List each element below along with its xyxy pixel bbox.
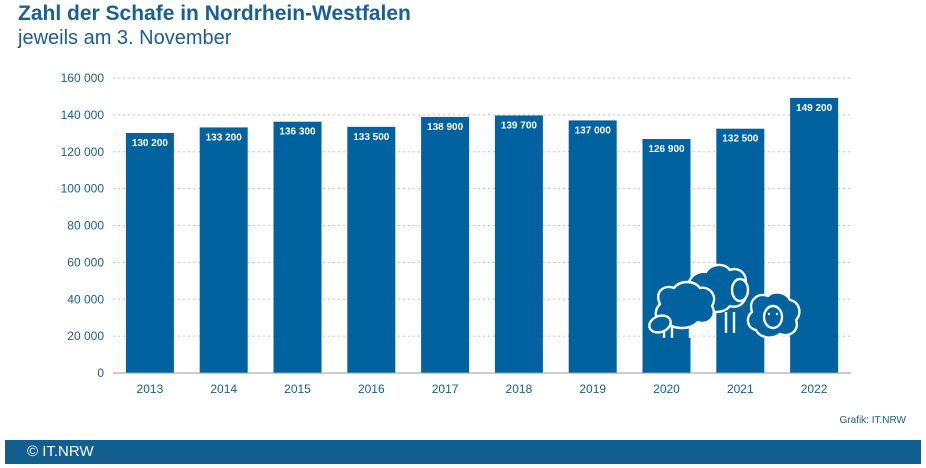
footer-bar: © IT.NRW [5,440,921,464]
bar [494,115,543,373]
x-tick-label: 2014 [210,382,237,396]
y-tick-label: 20 000 [67,329,104,343]
chart-credit: Grafik: IT.NRW [839,415,906,426]
sheep-illustration [648,263,801,349]
bar-value-labels: 130 200 133 200 136 300 133 500 138 900 139 7… [132,103,833,155]
bar-value-label: 138 900 [427,122,464,133]
bar-value-label: 133 200 [206,132,243,143]
sheep-icon [648,280,716,338]
bar-value-label: 149 200 [796,103,833,114]
bar [347,126,396,373]
x-tick-label: 2016 [358,382,385,396]
y-tick-label: 0 [97,366,104,380]
x-tick-label: 2022 [801,382,828,396]
x-tick-label: 2013 [137,382,164,396]
y-tick-label: 80 000 [67,219,104,233]
x-tick-label: 2021 [727,382,754,396]
bar [199,127,248,373]
y-tick-label: 160 000 [61,71,105,85]
bar-value-label: 137 000 [575,125,612,136]
y-axis-ticks: 0 20 000 40 000 60 000 80 000 100 000 120 000 1… [61,71,105,380]
bar [125,132,174,373]
x-tick-label: 2020 [653,382,680,396]
bar-value-label: 132 500 [722,134,759,145]
bar-value-label: 133 500 [353,132,390,143]
y-tick-label: 120 000 [61,145,105,159]
bar-chart: 0 20 000 40 000 60 000 80 000 100 000 120 000 1… [61,71,851,396]
footer-copyright: © IT.NRW [27,443,94,460]
bar-value-label: 139 700 [501,120,538,131]
x-tick-label: 2018 [506,382,533,396]
bar [273,121,322,374]
bar [790,97,839,373]
bar [642,139,691,373]
y-tick-label: 140 000 [61,108,105,122]
bar-value-label: 136 300 [279,127,316,138]
bar [568,120,617,373]
bar [716,128,765,373]
bars [125,97,839,374]
x-tick-label: 2015 [284,382,311,396]
y-tick-label: 60 000 [67,255,104,269]
x-tick-label: 2017 [432,382,459,396]
y-tick-label: 100 000 [61,182,105,196]
bar [421,116,470,373]
page-title: Zahl der Schafe in Nordrhein-Westfalen [18,2,411,25]
bar-value-label: 130 200 [132,138,169,149]
x-axis-ticks: 2013 2014 2015 2016 2017 2018 2019 2020 2021 2022 [137,382,828,396]
sheep-icon [746,291,801,349]
x-tick-label: 2019 [579,382,606,396]
bar-value-label: 126 900 [648,144,685,155]
y-tick-label: 40 000 [67,292,104,306]
page-subtitle: jeweils am 3. November [18,27,232,49]
